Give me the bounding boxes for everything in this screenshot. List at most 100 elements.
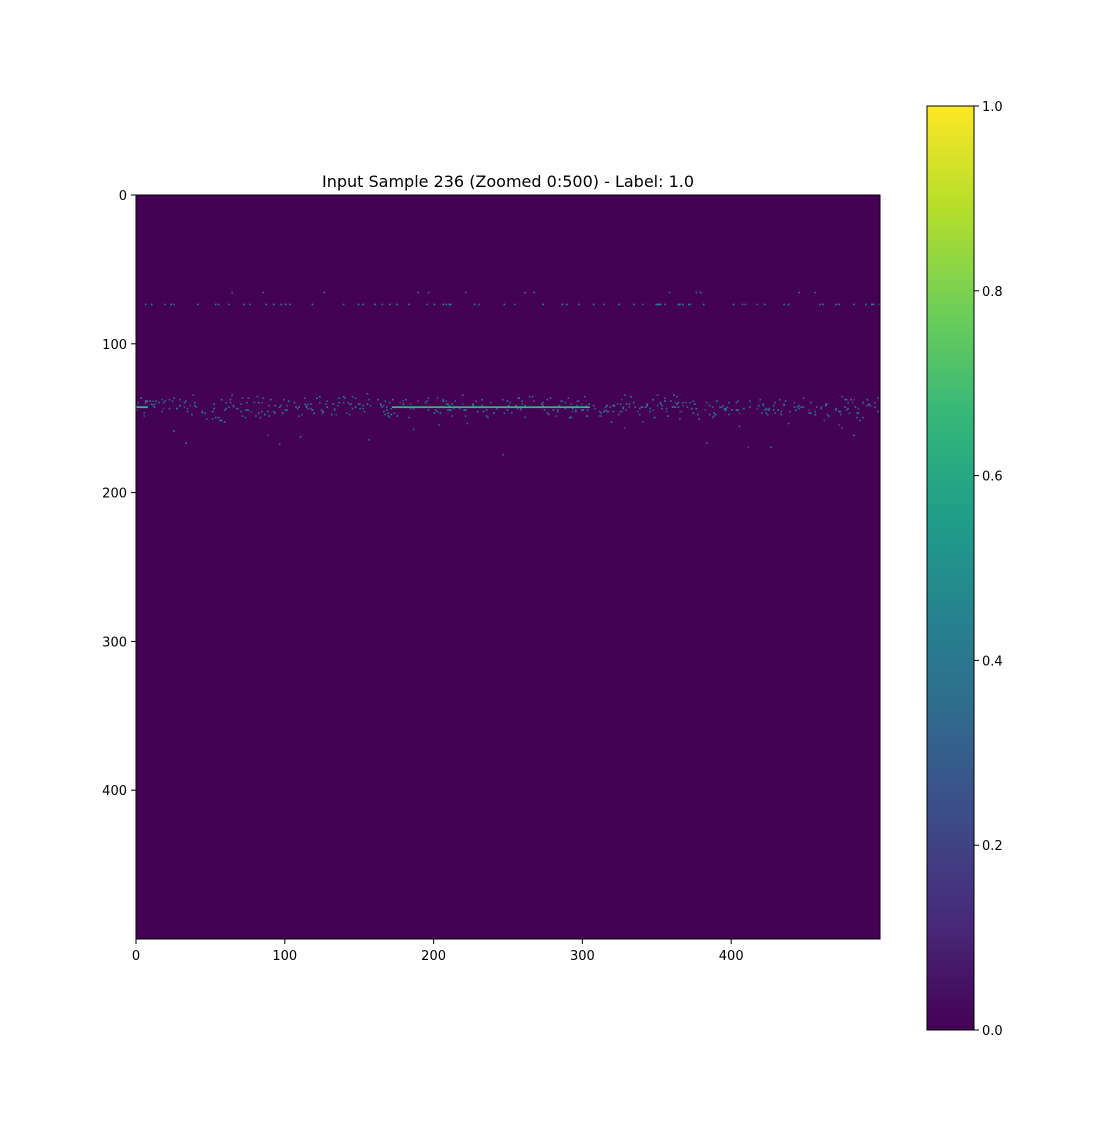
heatmap-pixel: [540, 403, 543, 405]
heatmap-pixel: [287, 400, 290, 402]
heatmap-pixel: [322, 412, 324, 414]
heatmap-pixel: [310, 403, 312, 405]
heatmap-background: [136, 195, 880, 939]
heatmap-pixel: [485, 415, 488, 417]
heatmap-pixel: [570, 416, 573, 419]
heatmap-pixel: [298, 406, 300, 408]
heatmap-pixel: [179, 398, 181, 401]
heatmap-pixel: [388, 303, 391, 306]
heatmap-pixel: [641, 303, 644, 306]
heatmap-pixel: [778, 398, 781, 401]
heatmap-pixel: [723, 409, 726, 411]
heatmap-pixel: [844, 406, 846, 408]
heatmap-pixel: [619, 403, 622, 405]
heatmap-pixel: [737, 409, 739, 411]
colorbar-tick-label: 0.2: [982, 839, 1003, 854]
heatmap-pixel: [171, 400, 174, 402]
heatmap-pixel: [692, 412, 695, 414]
heatmap-pixel: [557, 409, 559, 411]
heatmap-pixel: [586, 409, 589, 411]
heatmap-pixel: [213, 403, 216, 405]
heatmap-pixel: [351, 407, 354, 410]
heatmap-pixel: [543, 409, 546, 411]
heatmap-pixel: [381, 406, 384, 408]
heatmap-pixel: [204, 412, 207, 414]
heatmap-pixel: [604, 409, 607, 411]
heatmap-pixel: [580, 409, 583, 411]
heatmap-pixel: [607, 410, 610, 413]
heatmap-pixel: [576, 404, 579, 407]
heatmap-pixel: [728, 401, 730, 404]
heatmap-pixel: [427, 409, 430, 411]
heatmap-pixel: [368, 398, 370, 401]
heatmap-pixel: [448, 303, 451, 306]
bright-line-segment: [136, 406, 148, 409]
heatmap-pixel: [661, 404, 663, 407]
heatmap-pixel: [263, 413, 266, 416]
heatmap-pixel: [351, 395, 354, 398]
heatmap-pixel: [347, 401, 349, 404]
heatmap-pixel: [577, 303, 580, 306]
y-tick-label: 200: [102, 487, 127, 502]
heatmap-pixel: [731, 409, 733, 411]
heatmap-pixel: [342, 395, 345, 398]
heatmap-pixel: [677, 303, 680, 306]
colorbar-gradient: [926, 105, 975, 1031]
heatmap-pixel: [445, 303, 448, 306]
heatmap-pixel: [446, 409, 449, 411]
heatmap-pixel: [220, 419, 223, 422]
heatmap-pixel: [570, 403, 573, 405]
plot-frame: [135, 194, 881, 940]
heatmap-pixel: [417, 291, 419, 294]
heatmap-pixel: [278, 406, 281, 408]
heatmap-pixel: [256, 395, 259, 398]
heatmap-pixel: [766, 413, 769, 416]
heatmap-pixel: [546, 398, 549, 401]
heatmap-pixel: [585, 404, 588, 407]
heatmap-pixel: [272, 303, 275, 306]
heatmap-pixel: [682, 401, 684, 404]
colorbar-axis: 0.0 0.2 0.4 0.6 0.8 1.0: [974, 100, 1003, 1039]
heatmap-pixel: [396, 415, 399, 417]
heatmap-pixel: [824, 404, 827, 407]
heatmap-pixel: [268, 404, 271, 407]
heatmap-pixel: [194, 401, 196, 404]
heatmap-pixel: [676, 395, 678, 398]
heatmap-pixel: [521, 400, 524, 402]
heatmap-pixel: [774, 401, 776, 404]
heatmap-pixel: [622, 407, 625, 410]
heatmap-pixel: [600, 415, 602, 417]
heatmap-pixel: [439, 412, 442, 414]
heatmap-pixel: [448, 404, 451, 407]
x-tick-label: 100: [272, 949, 297, 964]
heatmap-pixel: [186, 407, 189, 410]
heatmap-pixel: [201, 412, 204, 414]
heatmap-pixel: [232, 404, 235, 407]
heatmap-pixel: [436, 410, 439, 413]
heatmap-pixel: [802, 397, 805, 400]
heatmap-pixel: [255, 415, 257, 417]
heatmap-pixel: [847, 401, 849, 404]
heatmap-pixel: [793, 406, 796, 408]
heatmap-pixel: [323, 291, 326, 294]
heatmap-pixel: [307, 403, 309, 405]
heatmap-pixel: [338, 397, 341, 400]
heatmap-pixel: [472, 403, 474, 405]
heatmap-pixel: [268, 415, 271, 417]
heatmap-pixel: [485, 409, 488, 411]
heatmap-pixel: [374, 303, 376, 306]
heatmap-pixel: [408, 416, 410, 419]
heatmap-pixel: [735, 401, 738, 404]
heatmap-pixel: [191, 413, 193, 416]
heatmap-pixel: [571, 407, 574, 410]
heatmap-pixel: [244, 416, 247, 419]
heatmap-pixel: [714, 413, 717, 416]
heatmap-pixel: [789, 410, 791, 413]
heatmap-pixel: [735, 409, 738, 411]
heatmap-pixel: [533, 291, 535, 294]
heatmap-pixel: [783, 303, 785, 306]
heatmap-pixel: [656, 404, 659, 407]
heatmap-pixel: [609, 406, 611, 408]
heatmap-pixel: [213, 407, 216, 410]
heatmap-pixel: [272, 410, 275, 413]
